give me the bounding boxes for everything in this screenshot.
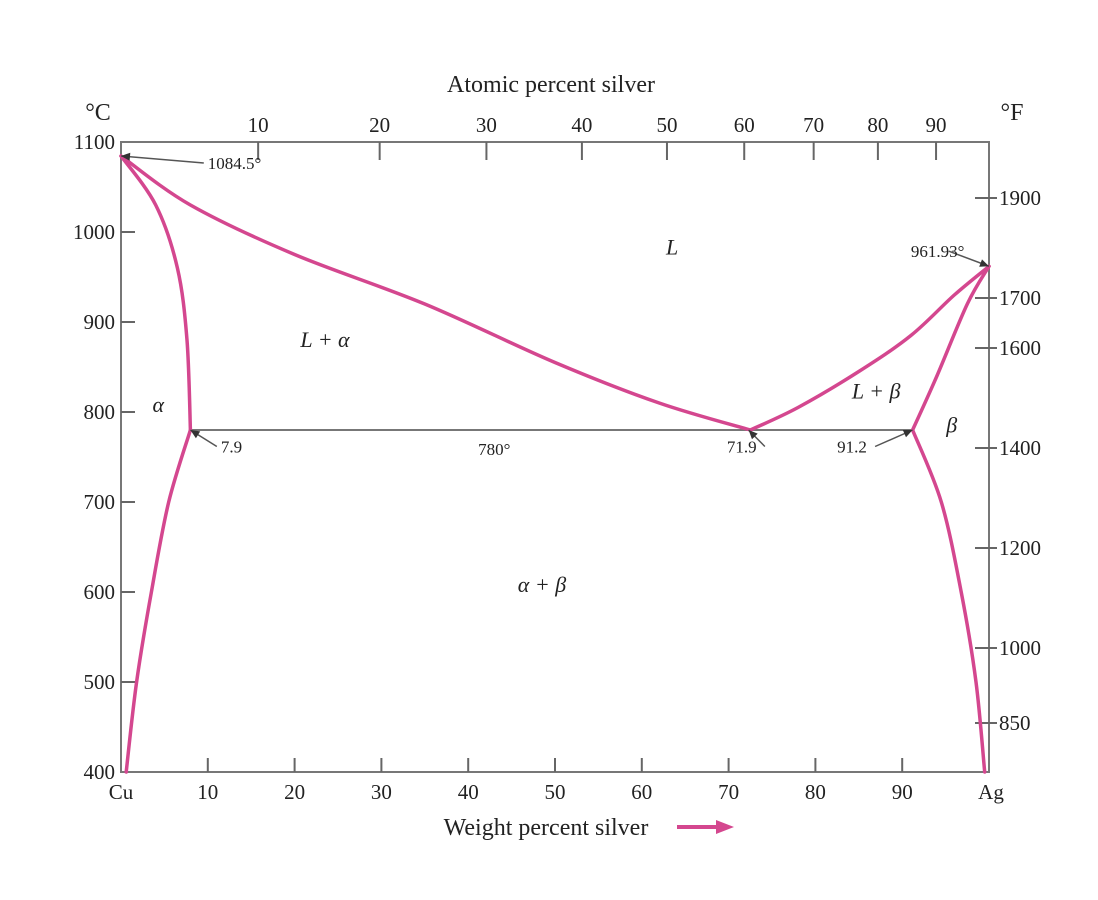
region-label: L + β	[851, 379, 901, 404]
x-tick-label: 60	[631, 780, 652, 804]
annotation-leader	[120, 155, 204, 164]
y-tick-label: 400	[84, 760, 116, 784]
y-right-tick-label: 1700	[999, 286, 1041, 310]
x-tick-label: 90	[892, 780, 913, 804]
x2-tick-label: 80	[867, 113, 888, 137]
region-label: β	[945, 413, 957, 438]
region-label: α + β	[518, 572, 566, 597]
x2-axis-title: Atomic percent silver	[447, 72, 655, 98]
annotation-label: 7.9	[221, 438, 242, 457]
annotation-label: 91.2	[837, 438, 867, 457]
x-end-label-right: Ag	[978, 780, 1004, 804]
x-tick-label: 30	[371, 780, 392, 804]
x2-tick-label: 30	[476, 113, 497, 137]
x2-tick-label: 10	[248, 113, 269, 137]
phase-boundary-curve	[124, 428, 193, 774]
phase-boundary-curve	[119, 154, 193, 432]
x2-tick-label: 90	[926, 113, 947, 137]
y-right-tick-label: 1900	[999, 186, 1041, 210]
annotation-arrowhead	[190, 430, 201, 439]
y-right-tick-label: 850	[999, 711, 1031, 735]
annotation-label: 71.9	[727, 438, 757, 457]
x2-tick-label: 70	[803, 113, 824, 137]
annotation-label: 961.93°	[911, 242, 965, 261]
y-tick-label: 500	[84, 670, 116, 694]
y-tick-label: 1100	[74, 130, 115, 154]
x-tick-label: 80	[805, 780, 826, 804]
annotation-label: 1084.5°	[208, 154, 262, 173]
annotation-arrowhead	[121, 152, 131, 161]
x2-tick-label: 50	[656, 113, 677, 137]
phase-boundary-curve	[748, 264, 991, 432]
phase-boundary-curve	[119, 154, 753, 432]
y-right-tick-label: 1000	[999, 636, 1041, 660]
region-label: α	[153, 392, 165, 417]
direction-arrow	[677, 820, 734, 834]
x2-tick-label: 20	[369, 113, 390, 137]
y-tick-label: 1000	[73, 220, 115, 244]
y-left-unit: °C	[85, 100, 111, 126]
y-tick-label: 600	[84, 580, 116, 604]
y-tick-label: 900	[84, 310, 116, 334]
y-tick-label: 800	[84, 400, 116, 424]
x-axis-title: Weight percent silver	[444, 815, 649, 841]
x2-tick-label: 60	[734, 113, 755, 137]
annotation-arrowhead	[979, 259, 989, 267]
y-right-tick-label: 1400	[999, 436, 1041, 460]
x-tick-label: 20	[284, 780, 305, 804]
x-end-label-left: Cu	[109, 780, 134, 804]
x-tick-label: 50	[545, 780, 566, 804]
x-tick-label: 10	[197, 780, 218, 804]
x-tick-label: 40	[458, 780, 479, 804]
phase-boundary-curve	[910, 264, 991, 432]
y-right-unit: °F	[1001, 100, 1024, 126]
annotation-arrowhead	[748, 430, 758, 440]
x-tick-label: 70	[718, 780, 739, 804]
y-right-tick-label: 1600	[999, 336, 1041, 360]
x2-tick-label: 40	[571, 113, 592, 137]
region-label: L + α	[299, 327, 350, 352]
y-tick-label: 700	[84, 490, 116, 514]
y-right-tick-label: 1200	[999, 536, 1041, 560]
phase-boundary-curve	[910, 428, 987, 774]
eutectic-label: 780°	[478, 440, 510, 459]
region-label: L	[665, 235, 678, 260]
annotation-arrowhead	[902, 430, 913, 438]
